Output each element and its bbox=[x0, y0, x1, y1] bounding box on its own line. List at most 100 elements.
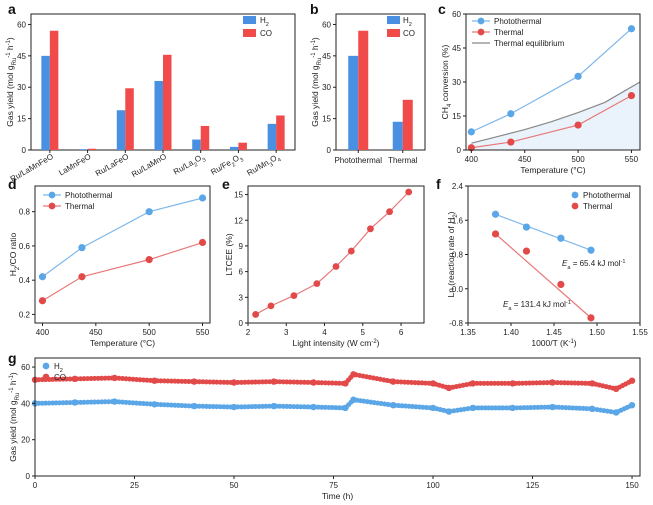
panel-d-x-tick-label: 400 bbox=[36, 328, 50, 337]
panel-f-y-tick-label: -0.8 bbox=[449, 319, 463, 328]
panel-d-point-thermal bbox=[78, 273, 86, 281]
panel-g-x-tick-label: 75 bbox=[329, 481, 338, 490]
panel-d-legend-label: Photothermal bbox=[65, 191, 113, 200]
panel-c-y-tick-label: 0 bbox=[457, 146, 462, 155]
panel-a-bar-h2 bbox=[229, 146, 239, 150]
panel-f-point-photothermal bbox=[491, 210, 500, 218]
panel-a-bar-co bbox=[276, 115, 285, 150]
panel-c-y-tick-label: 60 bbox=[452, 10, 461, 19]
panel-f-x-tick-label: 1.50 bbox=[589, 328, 605, 337]
panel-f-point-thermal bbox=[522, 247, 531, 255]
panel-f-x-tick-label: 1.55 bbox=[632, 328, 648, 337]
panel-b-legend-swatch bbox=[387, 16, 400, 24]
panel-b-bar-h2 bbox=[348, 55, 359, 150]
panel-c-equilibrium-area bbox=[471, 82, 640, 150]
panel-e-y-tick-label: 3 bbox=[239, 293, 244, 302]
panel-b-legend-label: H2 bbox=[403, 16, 412, 28]
panel-e-y-tick-label: 15 bbox=[234, 191, 243, 200]
panel-letter-d: d bbox=[8, 176, 17, 192]
panel-b-axes-frame bbox=[335, 13, 426, 151]
panel-b-y-tick-label: 45 bbox=[322, 52, 331, 61]
panel-d-point-thermal bbox=[198, 238, 207, 247]
panel-e-point bbox=[405, 188, 413, 196]
panel-d-x-tick-label: 550 bbox=[196, 328, 210, 337]
panel-e-point bbox=[290, 292, 298, 299]
panel-g-x-tick-label: 0 bbox=[33, 481, 38, 490]
panel-e-point bbox=[267, 302, 275, 310]
panel-c-line-chart: 0 15 30 45 60 400 450 500 550 Temperature (°C) CH4… bbox=[440, 10, 641, 175]
panel-f-x-axis-label: 1000/T (K-1) bbox=[531, 338, 576, 348]
panel-g-x-tick-label: 150 bbox=[625, 481, 639, 490]
panel-f-y-tick-label: 0.0 bbox=[452, 285, 464, 294]
panel-f-fit-line-0 bbox=[495, 213, 592, 251]
panel-e-point bbox=[347, 247, 355, 255]
panel-b-bar-co bbox=[358, 30, 369, 150]
panel-b-y-tick-label: 60 bbox=[322, 20, 331, 29]
panel-c-legend-label: Thermal bbox=[494, 28, 524, 37]
panel-c-x-tick-label: 450 bbox=[518, 155, 532, 164]
panel-e-series-line bbox=[255, 191, 410, 315]
panel-a-category-label: Ru/LaMnFeO bbox=[9, 152, 55, 184]
panel-f-legend-label: Photothermal bbox=[583, 191, 631, 200]
panel-c-legend-marker bbox=[477, 17, 485, 25]
panel-f-y-tick-label: 0.8 bbox=[452, 251, 464, 260]
panel-g-series-trace-0 bbox=[32, 397, 635, 415]
panel-e-y-axis-label: LTCEE (%) bbox=[224, 233, 234, 276]
panel-a-bar-co bbox=[238, 142, 247, 150]
panel-b-bar-h2 bbox=[392, 121, 403, 150]
panel-letter-a: a bbox=[8, 1, 16, 17]
panel-a-legend-swatch bbox=[243, 29, 256, 37]
panel-e-x-tick-label: 3 bbox=[284, 328, 289, 337]
panel-f-point-photothermal bbox=[557, 234, 565, 242]
panel-a-category-label: Ru/La2O3 bbox=[172, 152, 207, 179]
panel-g-axes-frame bbox=[34, 357, 641, 477]
panel-letter-g: g bbox=[8, 350, 17, 366]
panel-a-bar-co bbox=[125, 88, 134, 150]
panel-d-legend-marker bbox=[48, 191, 56, 199]
panel-e-point bbox=[367, 225, 374, 233]
panel-c-point-thermal bbox=[507, 138, 515, 146]
panel-f-activation-energy-thermal: Ea = 131.4 kJ mol-1 bbox=[503, 300, 571, 312]
panel-f-legend-marker bbox=[571, 202, 579, 210]
panel-c-point-photothermal bbox=[574, 72, 582, 80]
panel-f-legend-marker bbox=[571, 191, 579, 199]
panel-e-point bbox=[332, 263, 340, 270]
panel-b-y-tick-label: 30 bbox=[322, 83, 331, 92]
panel-a-y-tick-label: 60 bbox=[17, 20, 26, 29]
panel-d-x-tick-label: 500 bbox=[142, 328, 156, 337]
panel-f-point-thermal bbox=[557, 280, 565, 289]
panel-d-axes-frame bbox=[34, 185, 211, 324]
panel-a-legend-label: H2 bbox=[260, 16, 269, 28]
panel-f-point-photothermal bbox=[587, 246, 595, 254]
panel-e-y-tick-label: 0 bbox=[239, 319, 244, 328]
panel-letter-f: f bbox=[436, 176, 441, 192]
panel-b-y-axis-label: Gas yield (mol gRu-1 h-1) bbox=[310, 37, 323, 127]
panel-c-x-tick-label: 400 bbox=[465, 155, 479, 164]
panel-c-legend-marker bbox=[477, 28, 485, 36]
panel-g-x-axis-label: Time (h) bbox=[322, 491, 353, 501]
panel-a-category-label: Ru/LaMnO bbox=[130, 152, 168, 179]
panel-b-legend-swatch bbox=[387, 29, 400, 37]
panel-a-bar-co bbox=[163, 54, 172, 150]
panel-d-x-tick-label: 450 bbox=[89, 328, 103, 337]
panel-c-legend-label: Photothermal bbox=[494, 17, 542, 26]
panel-c-point-photothermal bbox=[627, 25, 636, 33]
panel-f-point-thermal bbox=[491, 230, 500, 238]
panel-a-bar-chart: 0 15 30 45 60 Gas yield (mol gRu-1 h-1) Ru/LaM… bbox=[5, 13, 296, 184]
panel-f-y-tick-label: 2.4 bbox=[452, 182, 464, 191]
panel-c-point-photothermal bbox=[507, 110, 515, 118]
panel-f-x-tick-label: 1.40 bbox=[503, 328, 519, 337]
panel-g-legend-label: CO bbox=[54, 373, 66, 382]
panel-d-point-thermal bbox=[38, 297, 47, 305]
panel-e-axes-frame bbox=[247, 185, 425, 324]
panel-d-point-photothermal bbox=[145, 208, 153, 216]
panel-g-y-tick-label: 20 bbox=[21, 436, 30, 445]
panel-a-y-tick-label: 0 bbox=[22, 146, 27, 155]
panel-a-bar-h2 bbox=[41, 55, 50, 150]
panel-d-y-axis-label: H2/CO ratio bbox=[8, 233, 21, 277]
panel-e-point bbox=[252, 311, 260, 318]
panel-d-line-chart: 0.2 0.4 0.6 0.8 400 450 500 550 Temperature (°C)… bbox=[8, 185, 211, 348]
panel-a-bar-co bbox=[87, 148, 97, 150]
panel-d-y-tick-label: 0.6 bbox=[19, 242, 31, 251]
